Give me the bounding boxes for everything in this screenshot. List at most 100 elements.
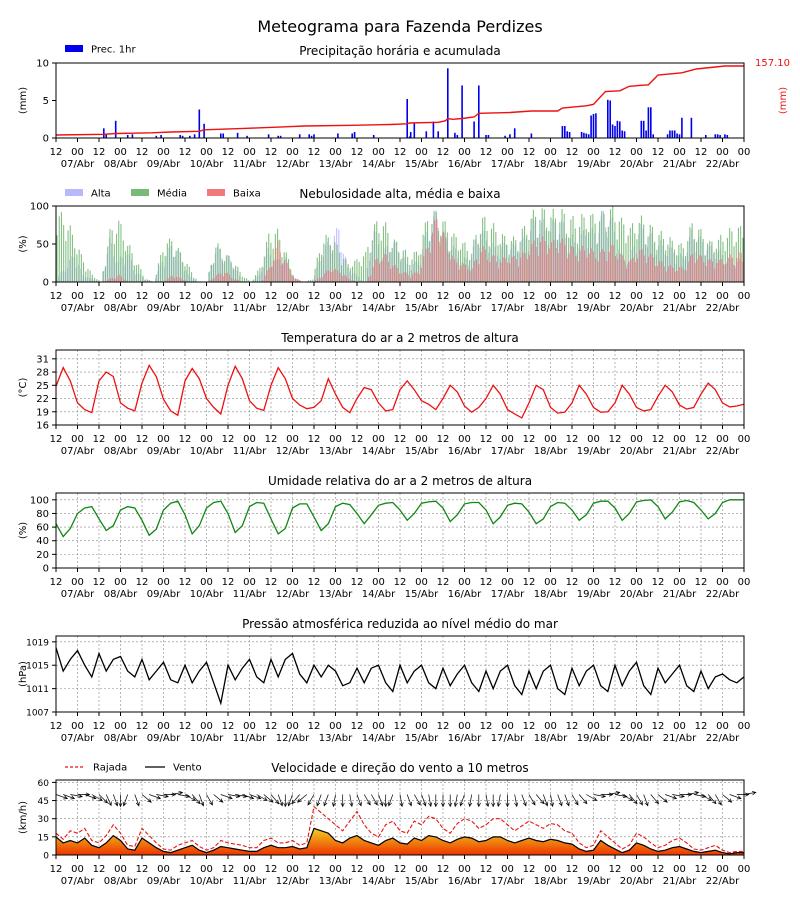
x-date-label: 18/Abr (534, 303, 568, 314)
cloud-bar-media (210, 264, 212, 282)
x-tick-label: 00 (200, 864, 213, 875)
cloud-bar-baixa (458, 269, 460, 282)
x-tick-label: 00 (738, 577, 751, 588)
cloud-bar-media (270, 242, 272, 282)
precip-bar (279, 135, 282, 139)
y-axis-label: (hPa) (18, 661, 29, 687)
x-tick-label: 12 (480, 147, 493, 158)
x-tick-label: 00 (286, 434, 299, 445)
wind-direction-arrow (198, 794, 205, 807)
cloud-bar-media (235, 265, 237, 282)
x-date-label: 15/Abr (405, 303, 439, 314)
accumulated-total-label: 157.10 (755, 58, 790, 69)
x-tick-label: 12 (695, 721, 708, 732)
cloud-bar-media (338, 252, 340, 282)
cloud-bar-baixa (539, 242, 541, 282)
x-tick-label: 12 (437, 291, 450, 302)
x-tick-label: 00 (630, 434, 643, 445)
wind-direction-arrow (672, 794, 686, 799)
cloud-bar-baixa (511, 256, 513, 282)
precip-bar (181, 135, 184, 139)
precip-bar (647, 107, 650, 139)
cloud-bar-baixa (330, 272, 332, 282)
precip-bar (198, 109, 201, 138)
x-tick-label: 00 (587, 721, 600, 732)
x-tick-label: 12 (136, 721, 149, 732)
cloud-bar-media (396, 241, 398, 282)
x-tick-label: 12 (523, 864, 536, 875)
x-date-label: 07/Abr (61, 876, 95, 887)
x-tick-label: 12 (136, 291, 149, 302)
x-tick-label: 12 (136, 147, 149, 158)
precip-bar (607, 99, 609, 139)
cloud-bar-media (248, 280, 250, 282)
cloud-bar-media (623, 224, 625, 282)
wind-direction-arrow (729, 794, 742, 800)
cloud-bar-baixa (262, 279, 264, 282)
x-date-label: 14/Abr (362, 159, 396, 170)
cloud-bar-baixa (550, 242, 552, 282)
x-tick-label: 00 (458, 147, 471, 158)
cloud-bar-media (629, 227, 631, 282)
x-tick-label: 00 (372, 291, 385, 302)
cloud-bar-media (457, 250, 459, 282)
wind-fill (56, 828, 744, 855)
x-tick-label: 12 (480, 721, 493, 732)
cloud-bar-baixa (476, 259, 478, 282)
x-tick-label: 00 (157, 577, 170, 588)
precip-bar (456, 135, 459, 138)
cloud-bar-media (676, 255, 678, 282)
wind-direction-arrow (249, 794, 262, 800)
precip-bar (719, 135, 721, 138)
cloud-bar-baixa (125, 280, 127, 282)
x-date-label: 13/Abr (319, 303, 353, 314)
y-tick-label: 40 (36, 536, 49, 547)
cloud-bar-baixa (233, 279, 235, 282)
cloud-bar-media (594, 223, 596, 282)
cloud-bar-baixa (659, 261, 661, 282)
x-tick-label: 12 (222, 147, 235, 158)
wind-direction-arrow (421, 794, 427, 807)
cloud-bar-media (671, 240, 673, 282)
cloud-bar-baixa (394, 265, 396, 282)
x-tick-label: 00 (71, 147, 84, 158)
x-tick-label: 00 (716, 577, 729, 588)
x-date-label: 21/Abr (663, 303, 697, 314)
x-date-label: 10/Abr (190, 446, 224, 457)
x-tick-label: 00 (157, 147, 170, 158)
x-tick-label: 00 (544, 864, 557, 875)
y-tick-label: 10 (36, 59, 49, 70)
x-date-label: 22/Abr (706, 446, 740, 457)
x-tick-label: 12 (523, 434, 536, 445)
precip-bar (619, 121, 621, 138)
wind-direction-arrow (316, 794, 322, 807)
cloud-bar-media (475, 234, 477, 282)
y-tick-label: 5 (43, 96, 49, 107)
x-date-label: 17/Abr (491, 159, 525, 170)
x-date-label: 09/Abr (147, 876, 181, 887)
precip-bar (310, 135, 313, 139)
x-tick-label: 00 (329, 147, 342, 158)
cloud-bar-baixa (601, 249, 603, 282)
cloud-bar-baixa (442, 231, 444, 282)
cloud-bar-media (129, 245, 131, 282)
axes-frame (55, 492, 745, 569)
x-tick-label: 00 (501, 721, 514, 732)
x-date-label: 14/Abr (362, 446, 396, 457)
x-date-label: 19/Abr (577, 159, 611, 170)
cloud-bar-baixa (630, 259, 632, 282)
y-tick-label: 0 (43, 564, 49, 575)
x-tick-label: 12 (695, 434, 708, 445)
cloud-bar-baixa (703, 262, 705, 282)
wind-direction-arrow (112, 794, 119, 807)
cloud-bar-baixa (392, 266, 394, 282)
y-tick-label: 28 (36, 368, 49, 379)
wind-direction-arrow (283, 794, 288, 808)
wind-direction-arrow (476, 794, 481, 808)
cloud-bar-media (497, 245, 499, 282)
precip-bar (609, 100, 611, 138)
wind-direction-arrow (256, 794, 268, 801)
precip-bar (105, 134, 107, 139)
cloud-bar-media (685, 256, 687, 282)
cloud-bar-baixa (478, 264, 480, 282)
